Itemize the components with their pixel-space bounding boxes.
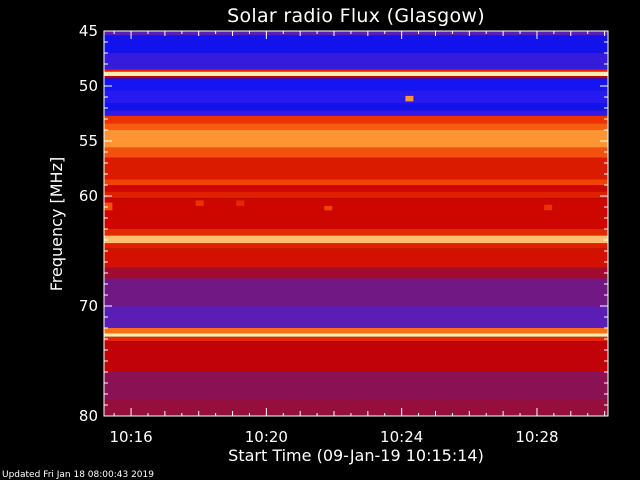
x-tick-label: 10:16 [109, 428, 152, 446]
y-tick-label: 70 [79, 297, 98, 315]
intensity-band [104, 115, 608, 124]
intensity-band [104, 229, 608, 236]
intensity-band [104, 157, 608, 180]
y-tick-label: 60 [79, 187, 98, 205]
intensity-band [104, 399, 608, 416]
intensity-band [104, 179, 608, 185]
burst-mark [324, 205, 333, 211]
burst-mark [104, 202, 113, 211]
burst-mark [195, 200, 204, 206]
intensity-band [104, 185, 608, 192]
intensity-band [104, 328, 608, 334]
chart-title: Solar radio Flux (Glasgow) [227, 5, 485, 27]
intensity-band [104, 76, 608, 79]
intensity-band [104, 147, 608, 158]
axis-ticks: 45 50 55 60 70 80 10:16 10:20 10:24 10:28 [79, 22, 608, 446]
intensity-band [104, 35, 608, 53]
intensity-band [104, 341, 608, 372]
intensity-band [104, 336, 608, 342]
intensity-band [104, 78, 608, 91]
intensity-band [104, 333, 608, 337]
updated-timestamp: Updated Fri Jan 18 08:00:43 2019 [2, 470, 154, 480]
intensity-band [104, 198, 608, 229]
intensity-band [104, 278, 608, 306]
x-tick-label: 10:24 [380, 428, 423, 446]
intensity-band [104, 248, 608, 268]
intensity-band [104, 130, 608, 148]
y-tick-label: 55 [79, 132, 98, 150]
intensity-band [104, 31, 608, 36]
x-tick-label: 10:28 [515, 428, 558, 446]
y-tick-label: 50 [79, 77, 98, 95]
intensity-band [104, 103, 608, 111]
intensity-band [104, 53, 608, 70]
intensity-band [104, 71, 608, 77]
intensity-band [104, 69, 608, 72]
intensity-band [104, 90, 608, 104]
burst-mark [544, 204, 553, 211]
x-tick-label: 10:20 [245, 428, 288, 446]
y-tick-label: 45 [79, 22, 98, 40]
intensity-band [104, 123, 608, 130]
intensity-band [104, 243, 608, 249]
intensity-band [104, 235, 608, 244]
intensity-band [104, 372, 608, 400]
x-axis-label: Start Time (09-Jan-19 10:15:14) [228, 446, 484, 465]
intensity-band [104, 191, 608, 199]
burst-mark [405, 95, 414, 102]
burst-mark [236, 200, 245, 206]
y-tick-label: 80 [79, 407, 98, 425]
y-axis-label: Frequency [MHz] [47, 157, 66, 291]
intensity-band [104, 110, 608, 116]
intensity-band [104, 306, 608, 328]
intensity-band [104, 267, 608, 279]
plot-frame [103, 30, 609, 417]
spectrogram-heatmap [104, 31, 608, 416]
